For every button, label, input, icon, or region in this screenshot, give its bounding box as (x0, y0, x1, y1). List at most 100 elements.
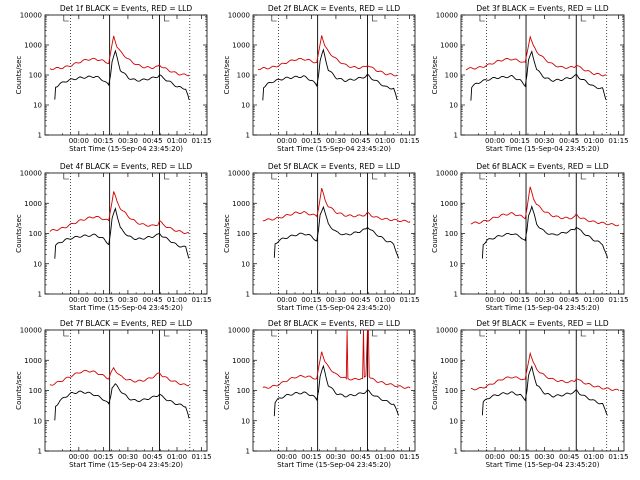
y-tick-label: 1000 (440, 42, 458, 50)
x-tick-label: 00:45 (142, 137, 162, 145)
lld-series-line (49, 191, 190, 234)
y-tick-label: 100 (29, 230, 42, 238)
x-tick-label: 01:15 (191, 137, 211, 145)
x-tick-label: 00:45 (559, 137, 579, 145)
x-axis-label: Start Time (15-Sep-04 23:45:20) (69, 145, 183, 153)
x-tick-label: 01:15 (608, 296, 628, 304)
x-tick-label: 01:00 (167, 296, 187, 304)
x-tick-label: 00:30 (118, 453, 138, 461)
interval-bracket-mark (271, 330, 277, 337)
lld-series-line (262, 329, 411, 389)
x-tick-label: 01:00 (584, 453, 604, 461)
x-tick-label: 00:15 (510, 137, 530, 145)
interval-bracket-mark (63, 330, 69, 337)
y-axis-label: Counts/sec (431, 214, 439, 253)
x-tick-label: 00:30 (534, 296, 554, 304)
interval-bracket-mark (580, 173, 587, 180)
x-tick-label: 00:00 (69, 296, 89, 304)
x-tick-label: 00:15 (301, 137, 321, 145)
y-axis-label: Counts/sec (431, 56, 439, 95)
x-tick-label: 00:15 (93, 137, 113, 145)
y-tick-label: 100 (29, 387, 42, 395)
events-series-line (273, 364, 400, 417)
x-axis-label: Start Time (15-Sep-04 23:45:20) (69, 304, 183, 312)
y-tick-label: 1 (246, 291, 250, 299)
events-series-line (481, 204, 608, 259)
y-tick-label: 1000 (24, 200, 42, 208)
x-tick-label: 00:15 (510, 453, 530, 461)
x-tick-label: 01:15 (191, 453, 211, 461)
y-tick-label: 10000 (20, 327, 42, 335)
y-tick-label: 10 (449, 102, 458, 110)
interval-bracket-mark (479, 15, 485, 22)
x-tick-label: 00:30 (326, 137, 346, 145)
x-axis-label: Start Time (15-Sep-04 23:45:20) (277, 461, 391, 469)
lld-series-line (49, 366, 190, 387)
y-tick-label: 10 (449, 260, 458, 268)
plot-frame (460, 172, 625, 295)
y-axis-label: Counts/sec (431, 371, 439, 410)
y-tick-label: 10 (241, 417, 250, 425)
x-tick-label: 01:15 (191, 296, 211, 304)
lld-series-line (257, 35, 398, 77)
x-tick-label: 00:15 (510, 296, 530, 304)
plot-frame (252, 172, 416, 295)
panel-6: Det 6f BLACK = Events, RED = LLD 1 10 100 10… (431, 162, 629, 312)
x-axis-label: Start Time (15-Sep-04 23:45:20) (277, 304, 391, 312)
y-tick-label: 1000 (440, 200, 458, 208)
plot-frame (460, 14, 625, 136)
panel-8: Det 8f BLACK = Events, RED = LLD 1 10 100 10… (223, 319, 420, 469)
y-tick-label: 100 (29, 72, 42, 80)
x-tick-label: 00:45 (142, 453, 162, 461)
plot-frame (44, 329, 208, 452)
y-tick-label: 100 (445, 387, 458, 395)
y-tick-label: 1000 (24, 42, 42, 50)
y-tick-label: 10000 (228, 327, 250, 335)
panel-9: Det 9f BLACK = Events, RED = LLD 1 10 100 10… (431, 319, 629, 469)
y-tick-label: 100 (445, 230, 458, 238)
x-tick-label: 01:00 (375, 453, 395, 461)
x-tick-label: 00:45 (559, 296, 579, 304)
panel-title: Det 6f BLACK = Events, RED = LLD (476, 162, 609, 171)
y-tick-label: 100 (237, 230, 250, 238)
x-tick-label: 00:45 (350, 453, 370, 461)
y-tick-label: 10000 (436, 12, 458, 20)
x-tick-label: 00:15 (93, 296, 113, 304)
y-tick-label: 10 (33, 417, 42, 425)
interval-bracket-mark (63, 15, 69, 22)
x-tick-label: 00:00 (485, 453, 505, 461)
panel-1: Det 1f BLACK = Events, RED = LLD 1 10 100 10… (15, 4, 212, 153)
y-axis-label: Counts/sec (223, 371, 231, 410)
interval-bracket-mark (63, 173, 69, 180)
x-tick-label: 00:45 (350, 296, 370, 304)
x-tick-label: 00:00 (485, 137, 505, 145)
y-axis-label: Counts/sec (15, 371, 23, 410)
interval-bracket-mark (164, 173, 170, 180)
y-axis-label: Counts/sec (223, 214, 231, 253)
events-series-line (470, 50, 607, 101)
interval-bracket-mark (271, 15, 277, 22)
y-axis-label: Counts/sec (223, 56, 231, 95)
lld-series-line (470, 186, 620, 227)
events-series-line (481, 365, 608, 416)
y-tick-label: 100 (445, 72, 458, 80)
lld-series-line (49, 35, 190, 77)
y-tick-label: 10000 (20, 12, 42, 20)
x-tick-label: 00:30 (534, 137, 554, 145)
panel-3: Det 3f BLACK = Events, RED = LLD 1 10 100 10… (431, 4, 629, 153)
interval-bracket-mark (372, 330, 378, 337)
x-tick-label: 01:15 (608, 137, 628, 145)
x-tick-label: 00:30 (326, 453, 346, 461)
y-tick-label: 1000 (440, 357, 458, 365)
events-series-line (273, 205, 400, 259)
x-tick-label: 01:15 (608, 453, 628, 461)
interval-bracket-mark (164, 330, 170, 337)
y-tick-label: 10000 (436, 170, 458, 178)
x-tick-label: 01:00 (375, 296, 395, 304)
x-tick-label: 00:15 (301, 453, 321, 461)
x-tick-label: 01:00 (375, 137, 395, 145)
x-tick-label: 00:30 (118, 296, 138, 304)
y-tick-label: 1000 (232, 357, 250, 365)
x-tick-label: 01:15 (399, 296, 419, 304)
